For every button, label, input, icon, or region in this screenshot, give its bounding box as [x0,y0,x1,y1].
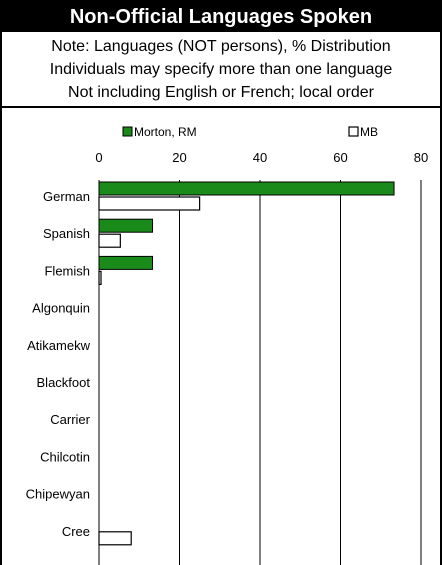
category-label: German [43,189,90,204]
legend-label: MB [360,125,378,139]
bar [98,181,395,196]
category-label: Chipewyan [26,487,90,502]
bar [98,218,154,233]
legend-swatch [348,126,359,137]
category-label: Blackfoot [37,375,91,390]
x-tick-label: 0 [95,150,102,165]
note-line-2: Individuals may specify more than one la… [49,61,393,78]
x-tick-label: 40 [253,150,267,165]
category-label: Carrier [50,412,90,427]
category-label: Atikamekw [27,338,90,353]
note-line-1: Note: Languages (NOT persons), % Distrib… [51,38,391,55]
category-label: Chilcotin [40,449,90,464]
chart-title: Non-Official Languages Spoken [2,2,440,32]
bar [98,255,154,270]
legend-label: Morton, RM [134,125,197,139]
category-label: Spanish [43,226,90,241]
x-tick-label: 60 [333,150,347,165]
legend-swatch [122,126,133,137]
category-label: Cree [62,524,90,539]
bar [98,196,201,211]
chart-notes: Note: Languages (NOT persons), % Distrib… [2,32,440,108]
note-line-3: Not including English or French; local o… [68,84,374,101]
category-label: Flemish [44,263,90,278]
bar [98,233,121,248]
bar [98,270,102,285]
bar [98,531,132,546]
x-tick-label: 20 [172,150,186,165]
x-tick-label: 80 [414,150,428,165]
category-label: Algonquin [32,301,90,316]
